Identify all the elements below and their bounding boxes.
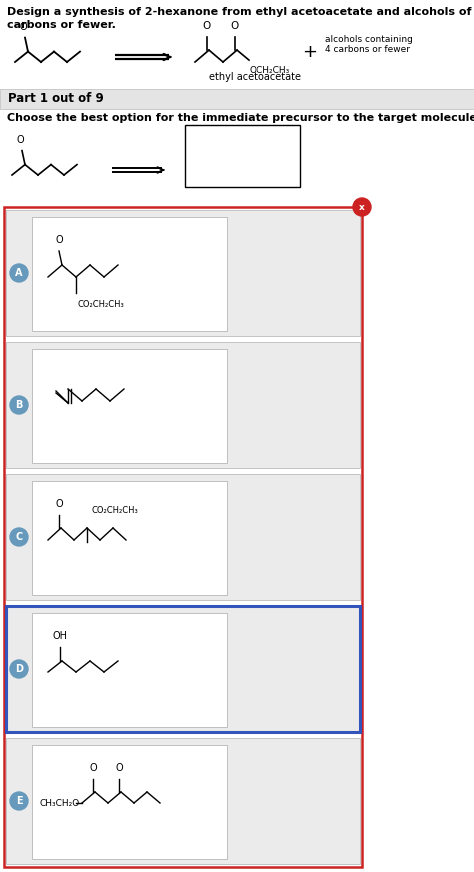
FancyBboxPatch shape [0, 89, 474, 109]
Text: Choose the best option for the immediate precursor to the target molecule.: Choose the best option for the immediate… [7, 113, 474, 123]
Text: O: O [55, 235, 63, 245]
Text: A: A [15, 268, 23, 278]
FancyBboxPatch shape [32, 349, 227, 463]
Text: O: O [231, 21, 239, 31]
Text: O: O [19, 22, 27, 31]
Text: O: O [55, 499, 63, 509]
Circle shape [10, 396, 28, 414]
Circle shape [353, 198, 371, 216]
Circle shape [10, 792, 28, 810]
FancyBboxPatch shape [6, 342, 360, 468]
Text: O: O [203, 21, 211, 31]
Text: CO₂CH₂CH₃: CO₂CH₂CH₃ [78, 300, 125, 309]
Text: CH₃CH₂O: CH₃CH₂O [40, 799, 80, 807]
Text: Design a synthesis of 2-hexanone from ethyl acetoacetate and alcohols of four: Design a synthesis of 2-hexanone from et… [7, 7, 474, 17]
FancyBboxPatch shape [32, 217, 227, 331]
Text: +: + [302, 43, 318, 61]
Text: Part 1 out of 9: Part 1 out of 9 [8, 92, 104, 106]
Text: carbons or fewer.: carbons or fewer. [7, 20, 116, 30]
Text: D: D [15, 664, 23, 674]
Text: CO₂CH₂CH₃: CO₂CH₂CH₃ [92, 506, 139, 515]
FancyBboxPatch shape [6, 210, 360, 336]
FancyBboxPatch shape [6, 606, 360, 732]
Text: 4 carbons or fewer: 4 carbons or fewer [325, 45, 410, 54]
Text: C: C [15, 532, 23, 542]
Text: B: B [15, 400, 23, 410]
Text: E: E [16, 796, 22, 806]
Circle shape [10, 660, 28, 678]
Circle shape [10, 528, 28, 546]
FancyBboxPatch shape [32, 745, 227, 859]
Text: x: x [359, 202, 365, 212]
Circle shape [10, 264, 28, 282]
Text: alcohols containing: alcohols containing [325, 35, 413, 44]
Text: O: O [115, 763, 123, 773]
FancyBboxPatch shape [32, 613, 227, 727]
Text: OH: OH [53, 631, 67, 641]
FancyBboxPatch shape [32, 481, 227, 595]
FancyBboxPatch shape [185, 125, 300, 187]
FancyBboxPatch shape [6, 474, 360, 600]
Text: O: O [89, 763, 97, 773]
Text: O: O [16, 134, 24, 145]
FancyBboxPatch shape [4, 207, 362, 867]
FancyBboxPatch shape [6, 738, 360, 864]
Text: OCH₂CH₃: OCH₂CH₃ [250, 66, 290, 75]
Text: ethyl acetoacetate: ethyl acetoacetate [209, 72, 301, 82]
